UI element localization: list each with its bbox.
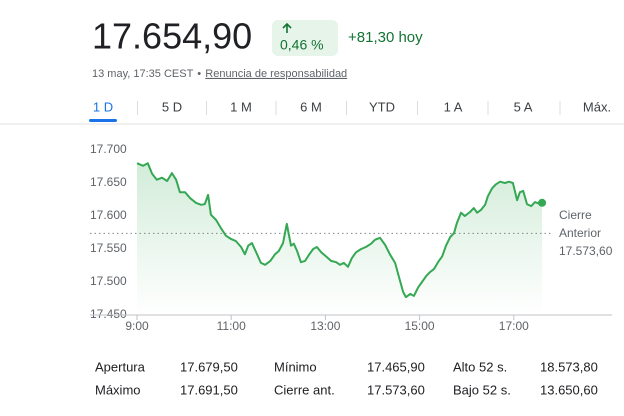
x-tick-label: 11:00 (217, 319, 246, 333)
stat-label: Apertura (95, 359, 146, 374)
y-tick-label: 17.550 (90, 241, 127, 255)
reference-value: 17.573,60 (559, 244, 613, 258)
stat-label: Mínimo (274, 359, 317, 374)
change-badge (272, 20, 338, 56)
x-tick-label: 9:00 (125, 319, 149, 333)
range-tab[interactable]: 1 M (230, 99, 252, 114)
range-tab[interactable]: 6 M (300, 99, 322, 114)
change-percent: 0,46 % (280, 37, 324, 53)
stat-label: Máximo (95, 382, 141, 397)
price: 17.654,90 (92, 16, 252, 57)
stat-label: Bajo 52 s. (453, 382, 511, 397)
y-tick-label: 17.500 (90, 274, 127, 288)
stat-value: 17.465,90 (367, 359, 425, 374)
range-tab[interactable]: 5 D (162, 99, 182, 114)
range-tab[interactable]: Máx. (583, 99, 611, 114)
stat-value: 17.573,60 (367, 382, 425, 397)
stat-label: Alto 52 s. (453, 359, 507, 374)
y-tick-label: 17.450 (90, 307, 127, 321)
x-tick-label: 17:00 (499, 319, 529, 333)
area-fill (137, 163, 543, 315)
separator: • (197, 68, 201, 80)
x-tick-label: 13:00 (310, 319, 340, 333)
y-tick-label: 17.600 (90, 208, 127, 222)
reference-label: Anterior (559, 226, 601, 240)
y-tick-label: 17.700 (90, 142, 127, 156)
reference-label: Cierre (559, 208, 592, 222)
range-tab[interactable]: YTD (369, 99, 395, 114)
x-tick-label: 15:00 (405, 319, 435, 333)
stat-value: 13.650,60 (540, 382, 598, 397)
y-tick-label: 17.650 (90, 175, 127, 189)
last-point (538, 198, 547, 207)
stat-value: 17.691,50 (180, 382, 238, 397)
stat-label: Cierre ant. (274, 382, 335, 397)
stat-value: 18.573,80 (540, 359, 598, 374)
timestamp: 13 may, 17:35 CEST (92, 68, 194, 80)
stat-value: 17.679,50 (180, 359, 238, 374)
range-tab[interactable]: 1 D (93, 99, 113, 114)
disclaimer-link[interactable]: Renuncia de responsabilidad (205, 68, 347, 80)
up-arrow-icon (282, 22, 292, 33)
range-tab[interactable]: 1 A (444, 99, 463, 114)
price-line (136, 162, 543, 299)
selected-tab-indicator (89, 119, 117, 122)
change-today: +81,30 hoy (348, 29, 423, 46)
range-tab[interactable]: 5 A (514, 99, 533, 114)
